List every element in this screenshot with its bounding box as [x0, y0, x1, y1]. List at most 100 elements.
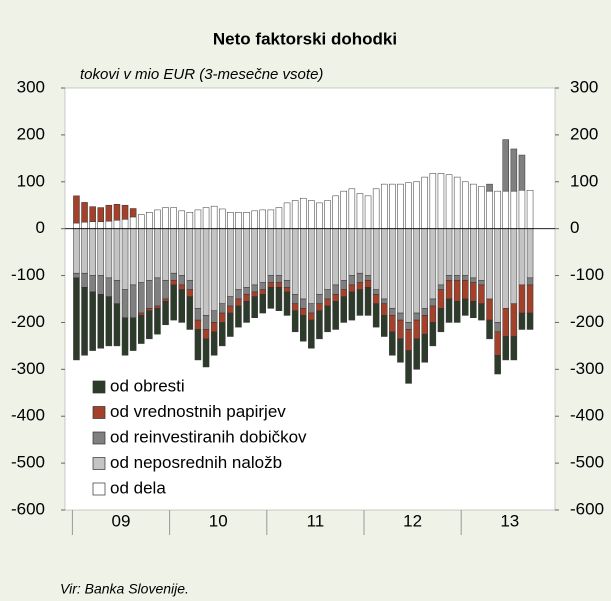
- bar-segment: [154, 209, 161, 229]
- bar-segment: [389, 331, 396, 356]
- bar-segment: [89, 228, 96, 276]
- bar-segment: [308, 319, 315, 349]
- x-tick-label: 12: [403, 511, 422, 530]
- y2-tick-label: -500: [570, 453, 604, 472]
- bar-segment: [202, 315, 210, 330]
- bar-segment: [267, 282, 275, 288]
- bar-segment: [502, 308, 509, 337]
- bar-segment: [510, 190, 518, 229]
- bar-segment: [138, 228, 145, 283]
- legend-label: od dela: [110, 478, 166, 497]
- bar-segment: [291, 228, 299, 295]
- bar-segment: [219, 303, 226, 314]
- bar-segment: [146, 310, 153, 340]
- bar-segment: [413, 338, 420, 370]
- bar-segment: [300, 298, 307, 309]
- bar-segment: [154, 228, 161, 279]
- bar-segment: [300, 315, 307, 342]
- bar-segment: [526, 277, 534, 286]
- y2-tick-label: -600: [570, 499, 604, 518]
- y2-tick-label: -200: [570, 312, 604, 331]
- bar-segment: [105, 296, 113, 347]
- bar-segment: [129, 284, 137, 319]
- bar-segment: [510, 228, 518, 304]
- bar-segment: [219, 322, 226, 347]
- bar-segment: [324, 305, 331, 333]
- bar-segment: [324, 298, 331, 307]
- bar-segment: [73, 222, 80, 229]
- bar-segment: [453, 228, 461, 276]
- bar-segment: [113, 303, 121, 347]
- bar-segment: [113, 228, 121, 281]
- bar-segment: [397, 338, 404, 363]
- bar-segment: [372, 228, 380, 290]
- bar-segment: [356, 272, 364, 283]
- bar-segment: [81, 202, 88, 223]
- bar-segment: [478, 186, 485, 229]
- bar-segment: [470, 301, 477, 319]
- bar-segment: [162, 279, 169, 300]
- bar-segment: [121, 204, 129, 220]
- y-tick-label: -200: [11, 312, 45, 331]
- bar-segment: [267, 287, 275, 309]
- bar-segment: [445, 279, 453, 300]
- bar-segment: [194, 319, 202, 330]
- bar-segment: [97, 221, 104, 229]
- bar-segment: [478, 284, 485, 304]
- bar-segment: [291, 303, 299, 311]
- bar-segment: [429, 322, 437, 347]
- bar-segment: [73, 277, 80, 361]
- bar-segment: [73, 272, 80, 279]
- bar-segment: [324, 289, 331, 300]
- bar-segment: [178, 275, 185, 286]
- legend-label: od reinvestiranih dobičkov: [110, 427, 307, 446]
- bar-segment: [332, 301, 339, 330]
- legend-swatch: [92, 406, 106, 419]
- bar-segment: [81, 287, 88, 356]
- bar-segment: [291, 200, 299, 229]
- bar-segment: [81, 228, 88, 274]
- bar-segment: [381, 183, 388, 229]
- bar-segment: [138, 312, 145, 316]
- bar-segment: [251, 210, 258, 229]
- bar-segment: [81, 221, 88, 229]
- bar-segment: [356, 282, 364, 290]
- bar-segment: [227, 228, 234, 297]
- bar-segment: [364, 275, 372, 281]
- bar-segment: [300, 228, 307, 300]
- bar-segment: [445, 228, 453, 276]
- x-tick-label: 11: [307, 511, 325, 530]
- bar-segment: [243, 287, 250, 295]
- bar-segment: [73, 228, 80, 274]
- bar-segment: [462, 279, 469, 300]
- bar-segment: [364, 228, 372, 276]
- y2-tick-label: -300: [570, 359, 604, 378]
- bar-segment: [308, 200, 315, 229]
- bar-segment: [421, 333, 428, 363]
- bar-segment: [364, 287, 372, 316]
- y-tick-label: 300: [17, 77, 45, 96]
- bar-segment: [470, 183, 477, 229]
- legend-swatch: [92, 482, 106, 496]
- bar-segment: [129, 208, 137, 218]
- bar-segment: [397, 319, 404, 340]
- bar-segment: [275, 287, 283, 311]
- bar-segment: [202, 338, 210, 368]
- bar-segment: [494, 331, 501, 356]
- legend-swatch: [92, 380, 106, 394]
- bar-segment: [283, 202, 291, 229]
- bar-segment: [445, 275, 453, 281]
- legend-swatch: [92, 457, 106, 470]
- bar-segment: [486, 190, 493, 229]
- bar-segment: [494, 228, 501, 323]
- bar-segment: [494, 190, 501, 229]
- bar-segment: [332, 294, 339, 302]
- y-tick-label: -100: [11, 265, 45, 284]
- bar-segment: [129, 317, 137, 351]
- bar-segment: [89, 206, 96, 222]
- bar-segment: [219, 228, 226, 304]
- bar-segment: [283, 287, 291, 293]
- bar-segment: [186, 279, 194, 290]
- bar-segment: [421, 315, 428, 335]
- bar-segment: [267, 228, 275, 276]
